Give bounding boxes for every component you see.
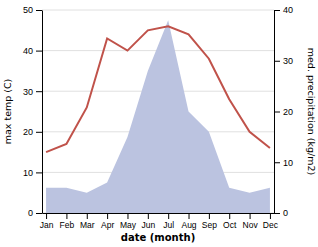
y2-tick: 30	[274, 56, 293, 66]
y-tick-label: 50	[23, 5, 33, 15]
x-tick: Nov	[243, 213, 259, 230]
plot-area: Jan Feb Mar Apr May Jun Jul Aug Sep Oct Nov Dec 0 10 2…	[23, 5, 293, 230]
x-tick-label: Oct	[223, 220, 237, 230]
x-tick-label: May	[120, 220, 137, 230]
y2-tick-label: 40	[283, 5, 293, 15]
tick-mark	[36, 91, 42, 92]
y-tick: 10	[23, 168, 42, 178]
x-tick: May	[120, 213, 137, 230]
tick-mark	[66, 213, 67, 219]
tick-mark	[189, 213, 190, 219]
y-tick-label: 10	[23, 168, 33, 178]
y2-axis-title: med. precipitation (kg/m2)	[306, 48, 317, 175]
x-tick: Aug	[181, 213, 196, 230]
tick-mark	[250, 213, 251, 219]
chart: Jan Feb Mar Apr May Jun Jul Aug Sep Oct Nov Dec 0 10 2…	[0, 0, 318, 247]
y-tick-label: 20	[23, 127, 33, 137]
y2-axis: 0 10 20 30 40	[274, 5, 293, 218]
tick-mark	[36, 51, 42, 52]
tick-mark	[229, 213, 230, 219]
x-tick-label: Jul	[163, 220, 174, 230]
x-tick-label: Feb	[60, 220, 75, 230]
x-tick-label: Apr	[101, 220, 114, 230]
y-tick: 40	[23, 46, 42, 56]
tick-mark	[36, 213, 42, 214]
y2-tick: 10	[274, 158, 293, 168]
tick-mark	[36, 172, 42, 173]
axis-domain	[42, 11, 43, 214]
tick-mark	[274, 61, 280, 62]
x-tick: Dec	[263, 213, 279, 230]
y-tick-label: 40	[23, 46, 33, 56]
tick-mark	[36, 10, 42, 11]
x-tick-label: Jun	[141, 220, 155, 230]
y-axis-title: max temp (C)	[2, 79, 13, 145]
y-tick: 20	[23, 127, 42, 137]
x-tick: Sep	[202, 213, 217, 230]
x-tick: Feb	[60, 213, 75, 230]
x-tick: Apr	[101, 213, 114, 230]
x-tick: Oct	[223, 213, 237, 230]
tick-mark	[36, 132, 42, 133]
x-tick-label: Dec	[263, 220, 279, 230]
tick-mark	[107, 213, 108, 219]
tick-mark	[87, 213, 88, 219]
tick-mark	[270, 213, 271, 219]
tick-mark	[168, 213, 169, 219]
x-tick-label: Aug	[181, 220, 196, 230]
y2-tick-label: 20	[283, 107, 293, 117]
series-group	[46, 20, 270, 213]
y-tick: 30	[23, 87, 42, 97]
axis-domain	[43, 213, 275, 214]
temperature-line	[46, 26, 270, 152]
tick-mark	[274, 10, 280, 11]
x-tick: Jan	[40, 213, 54, 230]
x-tick-label: Nov	[243, 220, 259, 230]
tick-mark	[209, 213, 210, 219]
y-tick-label: 30	[23, 87, 33, 97]
x-tick: Jul	[163, 213, 174, 230]
x-tick: Jun	[141, 213, 155, 230]
tick-mark	[274, 112, 280, 113]
tick-mark	[148, 213, 149, 219]
y-tick: 50	[23, 5, 42, 15]
grid	[42, 10, 274, 213]
precipitation-area	[46, 20, 270, 213]
y2-tick-label: 10	[283, 158, 293, 168]
x-tick-label: Jan	[40, 220, 54, 230]
y2-tick-label: 0	[283, 208, 288, 218]
y2-tick-label: 30	[283, 56, 293, 66]
tick-mark	[127, 213, 128, 219]
x-axis-title: date (month)	[121, 232, 195, 243]
tick-mark	[46, 213, 47, 219]
y2-tick: 0	[274, 208, 288, 218]
y2-tick: 40	[274, 5, 293, 15]
x-tick-label: Mar	[80, 220, 95, 230]
x-tick-label: Sep	[202, 220, 217, 230]
tick-mark	[274, 162, 280, 163]
grid-line	[42, 10, 274, 11]
x-tick: Mar	[80, 213, 95, 230]
x-axis: Jan Feb Mar Apr May Jun Jul Aug Sep Oct Nov Dec	[40, 213, 279, 230]
tick-mark	[274, 213, 280, 214]
y-axis: 0 10 20 30 40 50	[23, 5, 43, 218]
y-tick: 0	[28, 208, 42, 218]
y2-tick: 20	[274, 107, 293, 117]
y-tick-label: 0	[28, 208, 33, 218]
